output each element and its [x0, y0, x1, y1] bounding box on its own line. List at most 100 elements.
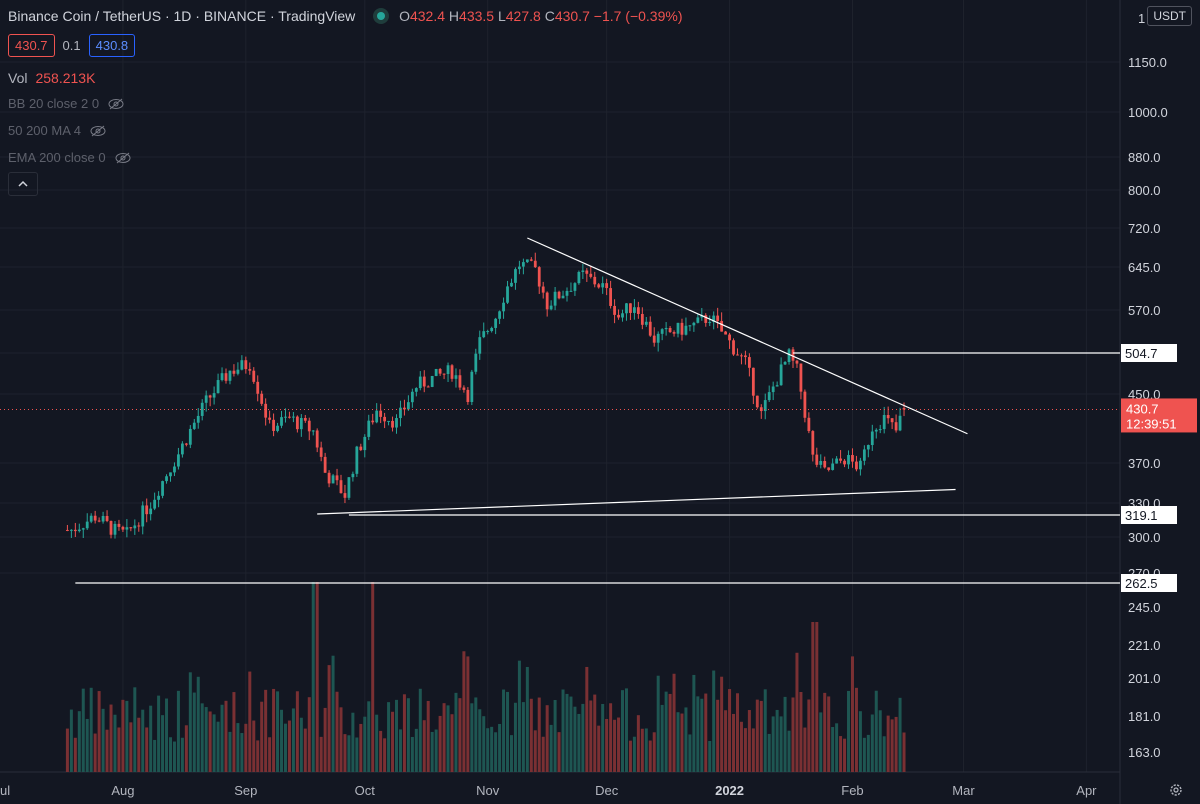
- time-tick: Dec: [595, 783, 619, 798]
- candle-body: [664, 327, 668, 330]
- candle-body: [458, 375, 462, 388]
- symbol-title[interactable]: Binance Coin / TetherUS · 1D · BINANCE ·…: [8, 8, 356, 24]
- candle-body: [395, 418, 398, 428]
- candle-body: [212, 393, 216, 398]
- candle-body: [319, 447, 323, 457]
- volume-bar: [902, 732, 906, 772]
- volume-bar: [724, 710, 728, 772]
- volume-bar: [176, 690, 180, 772]
- volume-bar: [137, 717, 141, 772]
- volume-bar: [644, 728, 648, 772]
- volume-bar: [521, 702, 525, 772]
- volume-bar: [815, 622, 819, 772]
- volume-bar: [692, 674, 696, 772]
- volume-bar: [454, 692, 458, 772]
- candle-body: [708, 322, 712, 324]
- candle-body: [775, 385, 779, 387]
- candle-body: [89, 515, 93, 522]
- candle-body: [256, 381, 260, 394]
- candle-body: [656, 333, 660, 343]
- candle-body: [113, 523, 117, 535]
- candle-body: [724, 331, 727, 335]
- volume-bar: [236, 723, 240, 772]
- volume-bar: [882, 736, 886, 772]
- candle-body: [462, 387, 466, 390]
- volume-bar: [113, 714, 117, 772]
- time-axis[interactable]: ul Aug Sep Oct Nov Dec 2022 Feb Mar Apr: [0, 783, 1097, 798]
- candle-body: [736, 354, 739, 356]
- candle-body: [208, 395, 212, 398]
- candle-body: [763, 400, 767, 412]
- volume-bar: [894, 716, 898, 772]
- volume-bar: [450, 714, 454, 772]
- candle-body: [367, 420, 371, 437]
- sell-price-button[interactable]: 430.7: [8, 34, 55, 57]
- volume-bar: [676, 712, 680, 772]
- volume-bar: [216, 721, 220, 772]
- trendline-drawings[interactable]: [75, 237, 1120, 584]
- ema-indicator[interactable]: EMA 200 close 0: [8, 150, 132, 165]
- candle-body: [755, 395, 759, 408]
- candle-body: [652, 335, 656, 343]
- candle-body: [406, 402, 410, 410]
- hidden-eye-icon[interactable]: [107, 98, 125, 110]
- market-status-icon: [377, 12, 386, 20]
- collapse-indicators-button[interactable]: [8, 172, 38, 196]
- volume-bar: [791, 697, 795, 772]
- volume-bar: [668, 693, 672, 772]
- candle-body: [482, 331, 486, 338]
- candle-body: [759, 407, 763, 412]
- candle-body: [216, 380, 220, 394]
- candle-body: [335, 475, 339, 481]
- candle-body: [383, 416, 387, 422]
- bb-indicator[interactable]: BB 20 close 2 0: [8, 96, 125, 111]
- hidden-eye-icon[interactable]: [114, 152, 132, 164]
- hidden-eye-icon[interactable]: [89, 125, 107, 137]
- volume-bar: [850, 656, 854, 772]
- buy-sell-row: 430.7 0.1 430.8: [8, 34, 136, 57]
- candle-body: [240, 360, 244, 370]
- candle-body: [787, 349, 791, 362]
- candle-body: [561, 295, 565, 299]
- volume-bar: [375, 714, 379, 772]
- candle-body: [470, 371, 474, 402]
- volume-bar: [787, 730, 791, 772]
- candle-body: [529, 259, 533, 261]
- time-tick: Sep: [234, 783, 257, 798]
- candle-body: [145, 505, 149, 515]
- volume-bar: [434, 729, 438, 772]
- currency-button[interactable]: USDT: [1147, 6, 1192, 26]
- volume-bar: [355, 737, 359, 772]
- volume-indicator[interactable]: Vol 258.213K: [8, 70, 95, 86]
- price-axis[interactable]: 1150.0 1000.0 880.0 800.0 720.0 645.0 570.0 504…: [1121, 11, 1197, 760]
- ma-indicator[interactable]: 50 200 MA 4: [8, 123, 107, 138]
- gear-icon[interactable]: [1168, 782, 1184, 798]
- volume-bar: [391, 711, 395, 772]
- candle-body: [498, 311, 501, 319]
- buy-price-button[interactable]: 430.8: [88, 34, 136, 57]
- volume-bar: [109, 704, 113, 772]
- candle-body: [157, 495, 160, 500]
- candle-body: [835, 458, 839, 464]
- candle-body: [73, 529, 77, 532]
- candle-body: [264, 403, 268, 418]
- volume-bar: [545, 705, 549, 772]
- volume-bar: [517, 660, 521, 772]
- volume-bar: [843, 738, 847, 772]
- volume-bar: [458, 698, 462, 772]
- volume-bar: [295, 691, 299, 772]
- candle-body: [339, 480, 343, 494]
- candle-body: [601, 283, 605, 288]
- volume-bar: [252, 720, 256, 772]
- volume-bar: [363, 716, 367, 772]
- volume-bar: [208, 711, 212, 772]
- volume-bar: [878, 710, 882, 772]
- candle-body: [502, 302, 505, 312]
- candle-body: [478, 337, 482, 354]
- candle-body: [375, 410, 379, 423]
- volume-bar: [624, 688, 628, 772]
- candle-body: [180, 443, 184, 455]
- volume-bar: [482, 716, 486, 772]
- candle-body: [819, 460, 823, 465]
